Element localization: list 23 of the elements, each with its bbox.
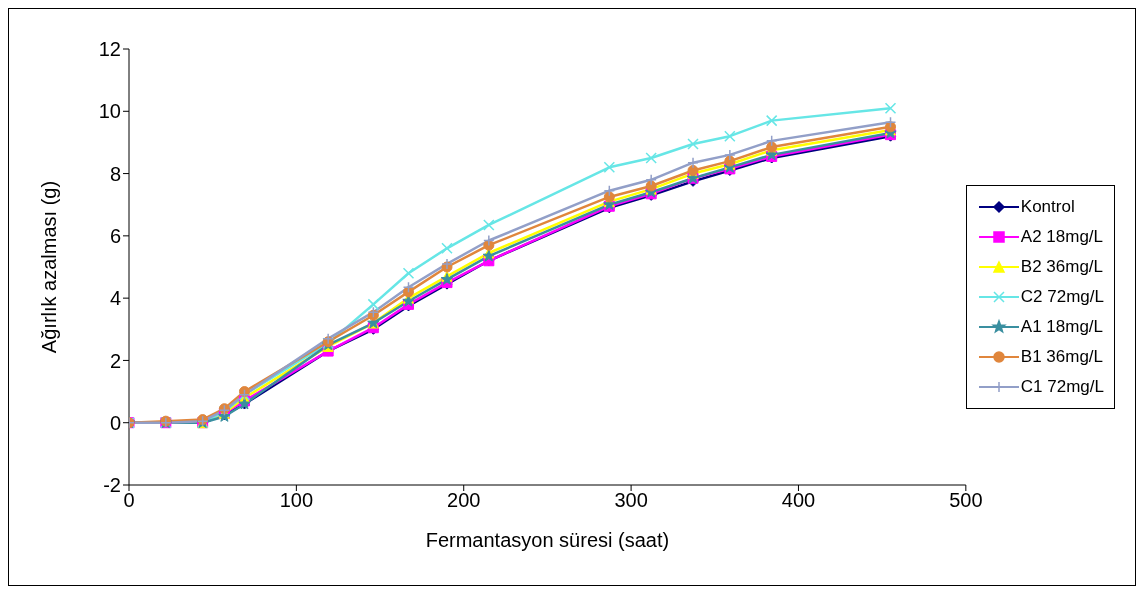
y-tick-label: 10 [98, 100, 121, 123]
y-tick-label: 0 [109, 411, 121, 434]
y-tick-label: -2 [103, 474, 121, 497]
y-tick-label: 12 [98, 38, 121, 61]
x-tick-label: 300 [614, 489, 648, 512]
x-tick-label: 500 [949, 489, 983, 512]
y-tick-label: 8 [109, 162, 121, 185]
y-tick-label: 6 [109, 224, 121, 247]
x-tick-label: 200 [447, 489, 481, 512]
legend-label: A1 18mg/L [1020, 317, 1104, 337]
x-tick-label: 0 [123, 489, 135, 512]
legend-label: C1 72mg/L [1020, 377, 1104, 397]
y-axis-title: Ağırlık azalması (g) [38, 180, 61, 354]
legend-label: Kontrol [1020, 197, 1075, 217]
legend-label: C2 72mg/L [1020, 287, 1104, 307]
y-tick-label: 2 [109, 349, 121, 372]
legend-label: A2 18mg/L [1020, 227, 1104, 247]
legend-label: B2 36mg/L [1020, 257, 1104, 277]
legend-label: B1 36mg/L [1020, 347, 1104, 367]
x-axis-title: Fermantasyon süresi (saat) [425, 529, 670, 551]
x-tick-label: 100 [279, 489, 314, 512]
y-tick-label: 4 [109, 287, 121, 310]
x-tick-label: 400 [781, 489, 816, 512]
